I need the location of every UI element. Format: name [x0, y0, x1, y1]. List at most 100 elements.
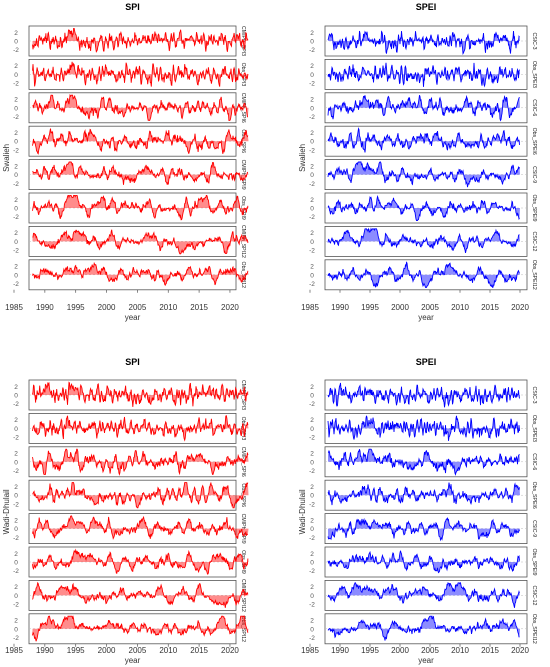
- y-tick-label: 0: [310, 526, 314, 533]
- strip-Obs_SPI12: 20 -2 Obs_SPI12: [13, 259, 249, 291]
- series-label: Obs_SPEI9: [531, 194, 537, 221]
- y-tick-label: 0: [14, 626, 18, 633]
- strip-CMIPh_SPI12: 2 0 -2 CMIPh_SPI12: [13, 579, 249, 612]
- series-line: [32, 481, 249, 509]
- y-tick-label: -2: [309, 181, 315, 188]
- x-tick-label: 2020: [221, 646, 239, 655]
- x-tick-label: 1985: [5, 303, 23, 312]
- strip-Obs_SPI3: 2 0 -2 Obs_SPI3: [13, 59, 249, 90]
- y-tick-label: 2: [310, 417, 314, 424]
- y-tick-label: 2: [14, 417, 18, 424]
- strip-Obs_SPI9: 2 0-2 Obs_SPI9: [13, 192, 249, 224]
- chart-title: SPEI: [416, 357, 437, 367]
- y-tick-label: -2: [13, 47, 19, 54]
- y-tick-label: 2: [310, 384, 314, 391]
- y-tick-label: -2: [13, 435, 19, 442]
- series-line: [32, 61, 249, 87]
- y-tick-label: 0: [310, 593, 314, 600]
- x-tick-label: 1990: [36, 646, 54, 655]
- series-label: Obs_SPEI6: [531, 482, 537, 509]
- series-label: CSIC-3: [531, 32, 537, 49]
- strip-CMIPh_SPI3: 20-2 CMIPh_SPI3: [13, 379, 249, 411]
- x-axis-label: year: [125, 656, 141, 665]
- y-tick-label: 0: [14, 593, 18, 600]
- y-tick-label: -2: [309, 214, 315, 221]
- strip-Obs_SPEI3: 2 0 -2 Obs_SPEI3: [309, 412, 537, 444]
- y-tick-label: 0: [14, 459, 18, 466]
- series-line: [327, 161, 520, 188]
- series-label: CSIC-9: [531, 520, 537, 537]
- y-tick-label: -2: [309, 47, 315, 54]
- chart-title: SPEI: [416, 2, 437, 12]
- x-tick-label: 2005: [129, 646, 147, 655]
- chart-title: SPI: [125, 357, 140, 367]
- y-tick-label: 0: [14, 526, 18, 533]
- series-area: [328, 616, 520, 641]
- strip-CSIC-6: 20 -2 CSIC-6: [309, 92, 537, 124]
- y-tick-label: 2: [310, 63, 314, 70]
- y-tick-label: 0: [310, 560, 314, 567]
- y-tick-label: 2: [14, 63, 18, 70]
- y-tick-label: 2: [14, 551, 18, 558]
- y-tick-label: 2: [310, 264, 314, 271]
- series-line: [32, 548, 249, 575]
- x-tick-label: 2015: [190, 303, 208, 312]
- strip-Obs_SPI6: 20-2 Obs_SPI6: [13, 479, 249, 511]
- y-tick-label: 2: [14, 584, 18, 591]
- strip-CMIPh_SPI12: 2 0 -2 CMIPh_SPI12: [13, 225, 249, 258]
- strip-Obs_SPI6: 20-2 Obs_SPI6: [13, 125, 249, 157]
- series-area: [328, 550, 520, 573]
- strip-Obs_SPI12: 20 -2 Obs_SPI12: [13, 613, 249, 645]
- y-tick-label: -2: [309, 435, 315, 442]
- y-tick-label: -2: [309, 602, 315, 609]
- y-tick-label: 2: [310, 618, 314, 625]
- strip-CSIC-9: 2 0 -2 CSIC-9: [309, 513, 537, 544]
- y-tick-label: 0: [310, 105, 314, 112]
- y-tick-label: 0: [14, 39, 18, 46]
- y-tick-label: 2: [310, 551, 314, 558]
- x-tick-label: 2010: [159, 303, 177, 312]
- series-area: [32, 28, 249, 52]
- strip-Obs_SPEI9: 2 0-2 Obs_SPEI9: [309, 546, 537, 578]
- y-tick-label: -2: [13, 214, 19, 221]
- series-label: Obs_SPEI12: [531, 614, 537, 644]
- x-tick-label: 2000: [98, 646, 116, 655]
- y-axis-label: Swalieh: [298, 144, 307, 172]
- y-tick-label: 0: [14, 560, 18, 567]
- x-axis-label: year: [418, 656, 434, 665]
- series-line: [32, 194, 249, 221]
- series-line: [327, 261, 520, 288]
- y-tick-label: 0: [14, 105, 18, 112]
- strip-Obs_SPEI12: 20 -2 Obs_SPEI12: [309, 259, 537, 291]
- series-line: [32, 581, 249, 608]
- y-tick-label: 0: [14, 139, 18, 146]
- y-tick-label: -2: [309, 535, 315, 542]
- y-tick-label: 2: [310, 197, 314, 204]
- series-area: [32, 516, 249, 539]
- y-tick-label: 0: [14, 393, 18, 400]
- y-tick-label: -2: [309, 81, 315, 88]
- y-tick-label: -2: [13, 501, 19, 508]
- y-tick-label: 2: [14, 97, 18, 104]
- y-tick-label: 0: [14, 206, 18, 213]
- series-area: [328, 228, 520, 253]
- series-line: [327, 550, 520, 574]
- series-area: [328, 482, 520, 506]
- series-area: [328, 582, 520, 608]
- strip-Obs_SPEI6: 2 0-2 Obs_SPEI6: [309, 125, 537, 157]
- series-line: [32, 128, 249, 155]
- y-tick-label: -2: [309, 401, 315, 408]
- y-tick-label: 0: [14, 493, 18, 500]
- series-line: [32, 261, 249, 287]
- x-tick-label: 1995: [67, 646, 85, 655]
- series-line: [327, 94, 520, 122]
- series-area: [32, 195, 249, 220]
- y-axis-label: Swalieh: [2, 144, 11, 172]
- strip-CMIPh_SPI3: 20-2 CMIPh_SPI3: [13, 25, 249, 57]
- strip-CMIPh_SPI6: 20-2 CMIPh_SPI6: [13, 92, 249, 124]
- y-tick-label: -2: [13, 635, 19, 642]
- x-axis-label: year: [418, 313, 434, 322]
- series-area: [328, 449, 520, 475]
- x-tick-label: 2015: [481, 646, 499, 655]
- y-tick-label: -2: [13, 181, 19, 188]
